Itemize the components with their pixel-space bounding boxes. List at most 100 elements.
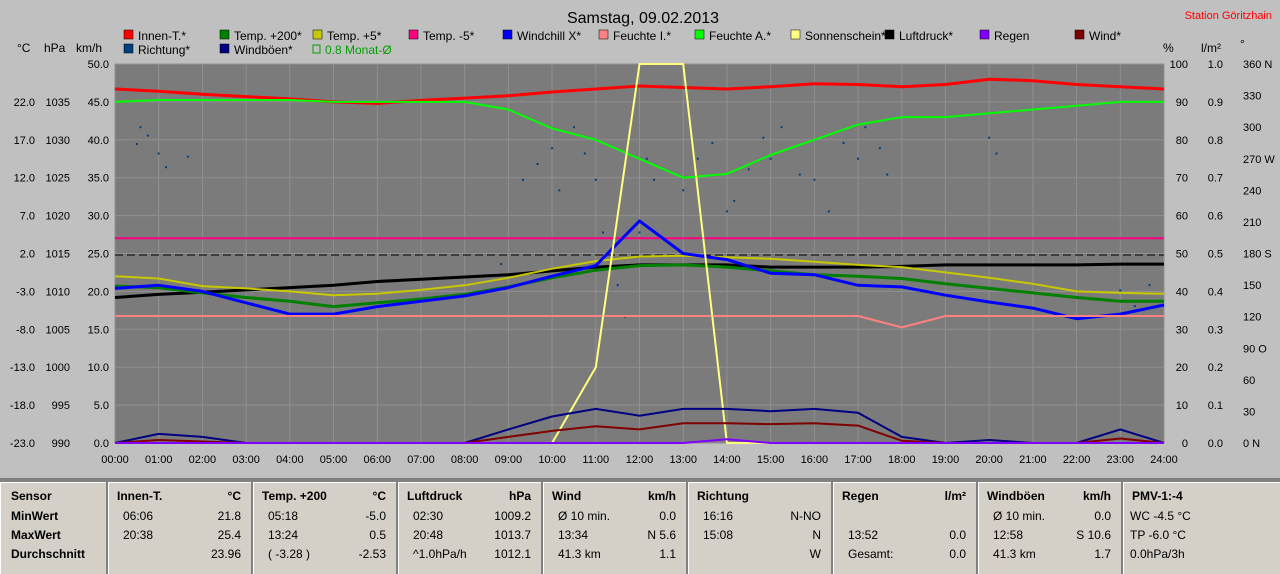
tick-label-rain: 0.4 (1208, 286, 1223, 298)
sensor-panel: PMV-1:-4 WC -4.5 °C TP -6.0 °C 0.0hPa/3h (1123, 482, 1280, 574)
direction-point (616, 284, 619, 287)
legend-swatch (884, 29, 895, 40)
tick-label-time: 09:00 (495, 454, 523, 466)
series-line (114, 77, 1165, 105)
panel-unit: °C (372, 489, 386, 503)
tick-label-humidity: 30 (1176, 324, 1188, 336)
legend-label: 0.8 Monat-Ø (325, 43, 392, 57)
legend-swatch (123, 43, 134, 54)
cell-time: 13:52 (848, 528, 879, 542)
tick-label-time: 22:00 (1063, 454, 1091, 466)
tick-label-wind: 10.0 (88, 362, 109, 374)
tick-label-time: 00:00 (101, 454, 129, 466)
panel-unit: hPa (508, 489, 531, 503)
legend-swatch (219, 29, 230, 40)
tick-label-pressure: 1025 (46, 173, 70, 185)
tick-label-pressure: 990 (52, 438, 70, 450)
cell-value: 0.5 (369, 528, 386, 542)
legend-swatch (123, 29, 134, 40)
axis-unit-percent: % (1163, 41, 1174, 55)
axis-unit-lm2: l/m² (1201, 41, 1221, 55)
direction-point (827, 210, 830, 213)
legend-label: Temp. +5* (327, 29, 382, 43)
cell-value: 1.1 (659, 547, 676, 561)
tick-label-time: 03:00 (232, 454, 260, 466)
tick-label-pressure: 1035 (46, 97, 70, 109)
direction-point (1148, 284, 1151, 287)
sensor-panel: Windböen km/h Ø 10 min. 0.0 12:58 S 10.6 41.3 … (978, 482, 1121, 574)
tick-label-wind: 50.0 (88, 59, 109, 71)
tick-label-wind: 30.0 (88, 211, 109, 223)
tick-label-temp: 7.0 (20, 211, 35, 223)
legend-label: Temp. -5* (423, 29, 475, 43)
tick-label-temp: -3.0 (16, 286, 35, 298)
tick-label-time: 18:00 (888, 454, 916, 466)
direction-point (1133, 305, 1136, 308)
tick-label-time: 05:00 (320, 454, 348, 466)
tick-label-time: 06:00 (363, 454, 391, 466)
direction-point (146, 134, 149, 137)
tick-label-time: 01:00 (145, 454, 173, 466)
legend-swatch (979, 29, 990, 40)
tick-label-wind: 20.0 (88, 286, 109, 298)
tick-label-wind: 0.0 (94, 438, 109, 450)
tick-label-direction: 210 (1243, 217, 1261, 229)
legend-label: Regen (994, 29, 1029, 43)
cell-time: 13:24 (268, 528, 299, 542)
tick-label-humidity: 50 (1176, 249, 1188, 261)
sensor-panel: Wind km/h Ø 10 min. 0.0 13:34 N 5.6 41.3 km 1.1 (543, 482, 686, 574)
direction-point (139, 126, 142, 129)
row-label: MaxWert (11, 528, 61, 542)
tick-label-wind: 5.0 (94, 400, 109, 412)
axis-unit-kmh: km/h (76, 41, 102, 55)
tick-label-pressure: 995 (52, 400, 70, 412)
weather-chart: Samstag, 09.02.2013 Station Göritzhain I… (10, 10, 1275, 466)
series-line (114, 219, 1165, 321)
tick-label-pressure: 1030 (46, 135, 70, 147)
cell-time: 12:58 (993, 528, 1024, 542)
tick-label-rain: 0.9 (1208, 97, 1223, 109)
tick-label-rain: 0.2 (1208, 362, 1223, 374)
tick-label-time: 02:00 (189, 454, 217, 466)
series-line (114, 263, 1164, 309)
tick-label-time: 07:00 (407, 454, 435, 466)
tick-label-wind: 35.0 (88, 173, 109, 185)
cell-value: 0.0 (949, 547, 966, 561)
legend-swatch (502, 29, 513, 40)
tick-label-pressure: 1010 (46, 286, 70, 298)
legend-label: Feuchte A.* (709, 29, 771, 43)
tick-label-time: 12:00 (626, 454, 654, 466)
direction-point (864, 126, 867, 129)
row-labels-panel: Sensor MinWert MaxWert Durchschnitt (0, 482, 106, 574)
tick-label-humidity: 80 (1176, 135, 1188, 147)
sensor-panel: Luftdruck hPa 02:30 1009.2 20:48 1013.7 ^1.0hP… (398, 482, 541, 574)
tick-label-direction: 270 W (1243, 154, 1275, 166)
cell-value: 0.0 (659, 509, 676, 523)
legend-swatch (408, 29, 419, 40)
panel-title: Windböen (987, 489, 1045, 503)
tick-label-time: 17:00 (844, 454, 872, 466)
tick-label-time: 20:00 (975, 454, 1003, 466)
tick-label-direction: 30 (1243, 406, 1255, 418)
chart-title: Samstag, 09.02.2013 (567, 10, 719, 27)
panel-title: Wind (552, 489, 582, 503)
legend-swatch (1074, 29, 1085, 40)
cell-time: Ø 10 min. (993, 509, 1046, 523)
chart-area: Samstag, 09.02.2013 Station Göritzhain I… (9, 10, 1276, 466)
sensor-panel: Innen-T. °C 06:06 21.8 20:38 25.4 23.96 (108, 482, 251, 574)
tick-label-direction: 300 (1243, 122, 1261, 134)
cell-time: 0.0hPa/3h (1130, 547, 1185, 561)
axis-unit-degree: ° (1240, 37, 1245, 51)
cell-time: 05:18 (268, 509, 299, 523)
tick-label-temp: -18.0 (10, 400, 35, 412)
panel-unit: km/h (1082, 489, 1111, 503)
panel-unit: km/h (647, 489, 676, 503)
direction-point (798, 173, 801, 176)
row-label: Sensor (11, 489, 52, 503)
cell-value: 25.4 (217, 528, 241, 542)
tick-label-humidity: 0 (1182, 438, 1188, 450)
direction-point (551, 147, 554, 150)
legend-label: Windchill X* (517, 29, 581, 43)
direction-point (536, 163, 539, 166)
cell-value: 23.96 (210, 547, 241, 561)
